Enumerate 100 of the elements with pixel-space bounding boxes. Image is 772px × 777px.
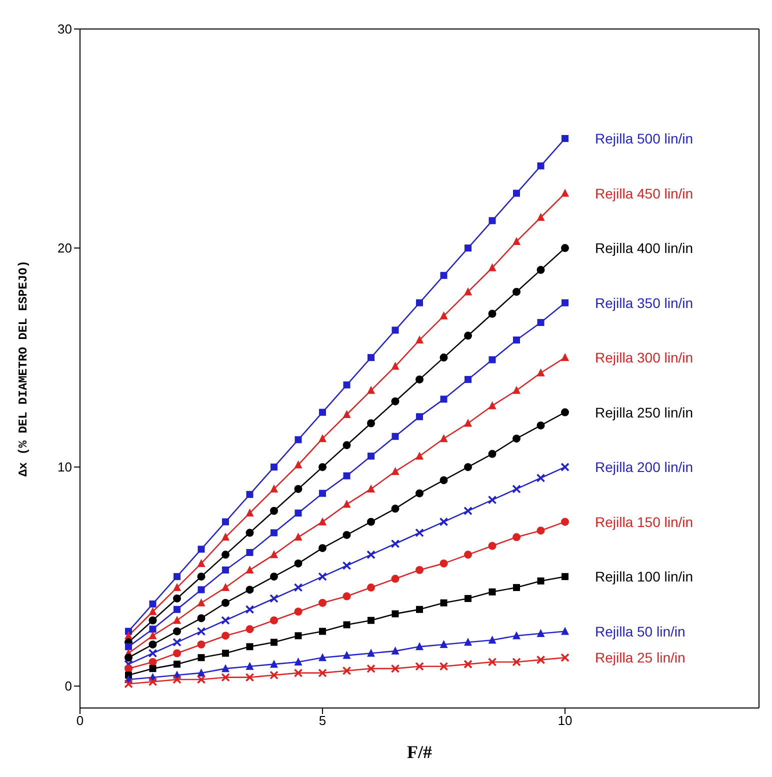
point [416,413,423,420]
series-label: Rejilla 150 lin/in [595,514,694,530]
y-tick-label: 10 [58,460,72,475]
point [342,530,351,539]
point [488,217,496,224]
point [174,660,180,668]
point [440,559,448,568]
point [512,434,520,443]
point [416,452,424,460]
point [390,664,400,673]
point [464,506,472,516]
point [246,548,254,556]
point [464,638,472,646]
point [124,631,132,640]
point [148,616,157,624]
point [221,616,230,625]
point [125,643,132,650]
point [319,408,326,416]
point [513,336,520,344]
point [319,628,326,635]
point [270,670,278,680]
point [536,421,545,430]
point [536,474,546,482]
point [512,533,520,542]
point [197,614,206,622]
point [561,188,569,197]
point [148,677,158,686]
point [488,310,496,318]
point [560,653,570,662]
point [174,573,180,580]
point [294,668,303,678]
point [392,610,399,618]
point [318,463,326,472]
point [270,594,278,603]
point [172,638,182,647]
point [512,631,520,640]
point [342,666,352,676]
point [173,616,181,624]
point [537,577,544,584]
point [294,510,302,517]
series-label: Rejilla 25 lin/in [595,650,686,666]
point [391,466,400,475]
point [173,649,181,658]
point [488,636,496,644]
series-label: Rejilla 450 lin/in [595,185,694,202]
point [488,263,496,272]
point [440,354,448,362]
point [198,586,205,594]
point [270,529,278,536]
point [318,544,326,552]
point [392,326,399,334]
point [342,441,351,450]
point [416,336,424,344]
point [512,484,521,494]
point [343,381,350,388]
point [391,574,400,583]
point [488,542,496,550]
point [488,401,496,410]
point [222,532,230,541]
point [561,244,569,252]
point [343,621,350,628]
point [390,539,400,548]
point [440,396,448,403]
point [124,654,132,662]
point [245,605,254,614]
point [366,550,376,560]
point [270,572,278,581]
x-tick-label: 0 [76,713,84,728]
point [173,583,181,592]
point [148,607,157,616]
point [416,566,424,574]
x-tick-label: 10 [558,713,572,728]
point [513,190,520,197]
point [512,658,521,666]
point [512,236,520,245]
point [464,550,472,559]
point [319,490,326,497]
point [246,528,254,537]
point [391,504,400,513]
point [562,135,568,142]
point [367,584,375,592]
point [198,546,205,553]
series-label: Rejilla 350 lin/in [595,294,694,311]
point [270,616,278,624]
series-label: Rejilla 100 lin/in [595,568,694,585]
point [391,362,400,370]
point [294,532,302,541]
point [245,672,254,682]
point [270,484,278,492]
point [342,650,351,659]
point [342,410,351,418]
point [222,598,230,607]
point [440,640,448,648]
point [464,418,472,427]
point [464,376,472,383]
point [464,244,472,252]
point [536,212,545,221]
point [464,660,472,669]
point [464,332,472,340]
point [198,654,205,662]
